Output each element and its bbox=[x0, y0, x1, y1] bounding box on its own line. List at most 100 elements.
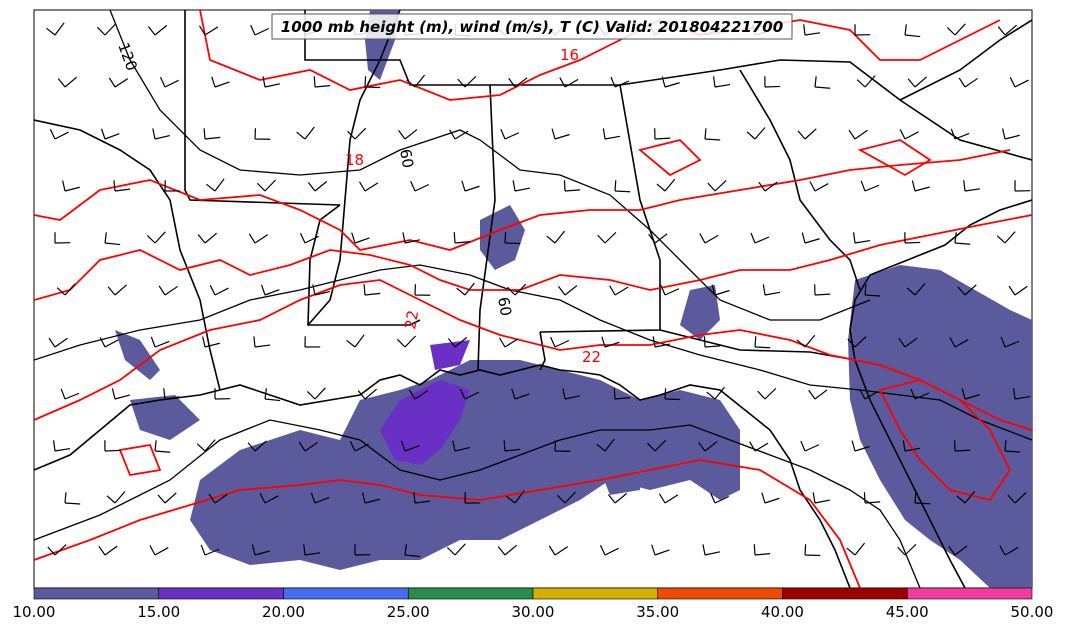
wind-barb bbox=[548, 545, 569, 556]
wind-barb bbox=[554, 440, 571, 452]
wind-barb bbox=[851, 440, 870, 452]
wind-barb bbox=[413, 492, 431, 504]
wind-barb bbox=[808, 389, 828, 400]
wind-barb bbox=[804, 544, 821, 557]
wind-barb bbox=[206, 178, 225, 192]
colorbar-segment bbox=[782, 587, 908, 600]
wind-barb bbox=[757, 387, 777, 400]
wind-barb bbox=[62, 180, 80, 192]
wind-barb bbox=[296, 126, 315, 140]
state-line-10 bbox=[739, 69, 861, 291]
wind-barb bbox=[660, 284, 680, 296]
wind-barb bbox=[907, 76, 927, 88]
wind-barb bbox=[899, 129, 919, 140]
wind-speed-shading bbox=[115, 10, 1032, 588]
wind-barb bbox=[948, 545, 968, 556]
colorbar-tick-label: 15.00 bbox=[137, 603, 180, 621]
wind-barb bbox=[753, 544, 771, 556]
wind-barb bbox=[1009, 77, 1029, 88]
wind-barb bbox=[904, 24, 921, 38]
wind-barb bbox=[452, 440, 470, 452]
wind-barb bbox=[609, 285, 629, 296]
wind-barb bbox=[949, 337, 969, 348]
wind-barbs bbox=[46, 22, 1031, 558]
map-title-box: 1000 mb height (m), wind (m/s), T (C) Va… bbox=[271, 13, 793, 40]
wind-barb bbox=[963, 180, 981, 192]
state-line-9 bbox=[619, 59, 1032, 161]
wind-barb bbox=[347, 127, 367, 140]
colorbar-tick-label: 50.00 bbox=[1011, 603, 1054, 621]
wind-barb bbox=[801, 232, 820, 244]
wind-barb bbox=[354, 544, 371, 556]
temp-contour-22b bbox=[34, 459, 861, 588]
temperature-label: 22 bbox=[582, 348, 601, 366]
wind-barb bbox=[248, 233, 269, 244]
wind-barb bbox=[860, 180, 880, 192]
delta-wind-area-2 bbox=[430, 340, 470, 370]
colorbar-tick-label: 10.00 bbox=[13, 603, 56, 621]
wind-barb bbox=[54, 232, 71, 244]
state-line-8 bbox=[539, 331, 546, 371]
wind-barb bbox=[497, 544, 518, 556]
wind-barb bbox=[814, 76, 831, 89]
wind-barb bbox=[864, 284, 881, 297]
wind-barb bbox=[307, 180, 328, 192]
wind-barb bbox=[209, 285, 229, 296]
wind-barb bbox=[362, 492, 380, 504]
wind-barb bbox=[906, 283, 926, 296]
wind-barb bbox=[996, 231, 1016, 244]
texas-coast-wind-area bbox=[130, 395, 200, 440]
wind-barb bbox=[848, 129, 868, 140]
wind-barb bbox=[396, 335, 416, 348]
wind-barb bbox=[147, 24, 168, 36]
temp-contour-16 bbox=[199, 10, 1001, 101]
height-label: 60 bbox=[494, 296, 515, 318]
wind-barb bbox=[149, 545, 169, 556]
wind-barb bbox=[651, 544, 670, 556]
wind-barb bbox=[1004, 440, 1021, 453]
height-contours bbox=[34, 10, 1032, 588]
wind-barb bbox=[1000, 336, 1020, 348]
wind-barb bbox=[100, 128, 120, 140]
wind-barb bbox=[49, 129, 69, 140]
wind-barb bbox=[154, 440, 171, 453]
wind-barb bbox=[456, 282, 475, 296]
wind-barb bbox=[658, 493, 679, 504]
wind-barb bbox=[46, 22, 65, 36]
height-contour-90 bbox=[34, 264, 1032, 441]
wind-barb bbox=[814, 284, 831, 296]
wind-barb bbox=[754, 336, 771, 349]
colorbar-segment bbox=[657, 587, 783, 600]
wind-barb bbox=[699, 233, 719, 244]
wind-barb bbox=[803, 24, 821, 36]
wind-barb bbox=[904, 232, 921, 244]
wind-barb bbox=[914, 492, 931, 505]
colorbar-tick-label: 25.00 bbox=[387, 603, 430, 621]
wind-barb bbox=[958, 77, 978, 88]
wind-barb bbox=[52, 440, 71, 452]
wind-barb bbox=[104, 232, 121, 246]
wind-barb bbox=[599, 544, 619, 556]
wind-barb bbox=[504, 232, 521, 245]
wind-barb bbox=[363, 284, 381, 296]
height-contour-60 bbox=[34, 419, 921, 588]
colorbar-segment bbox=[33, 587, 160, 600]
louisiana-north-wind-area bbox=[480, 205, 525, 270]
colorbar: 10.00 15.00 20.00 25.00 30.00 35.00 40.00 45.00… bbox=[13, 587, 1054, 621]
temperature-label: 22 bbox=[401, 309, 422, 331]
wind-barb bbox=[99, 337, 119, 348]
wind-barb bbox=[48, 337, 68, 348]
wind-barb bbox=[264, 388, 281, 402]
temp-contour-20 bbox=[34, 214, 1032, 301]
wind-barb bbox=[56, 283, 76, 296]
wind-barb bbox=[196, 439, 216, 452]
wind-barb bbox=[710, 492, 730, 504]
wind-barb bbox=[562, 388, 581, 400]
wind-barb bbox=[852, 232, 871, 244]
wind-barb bbox=[262, 76, 281, 88]
wind-barb bbox=[259, 493, 279, 504]
wind-barb bbox=[461, 180, 480, 192]
wind-barb bbox=[113, 180, 131, 192]
wind-barb bbox=[251, 544, 270, 556]
state-line-12 bbox=[899, 19, 1032, 101]
